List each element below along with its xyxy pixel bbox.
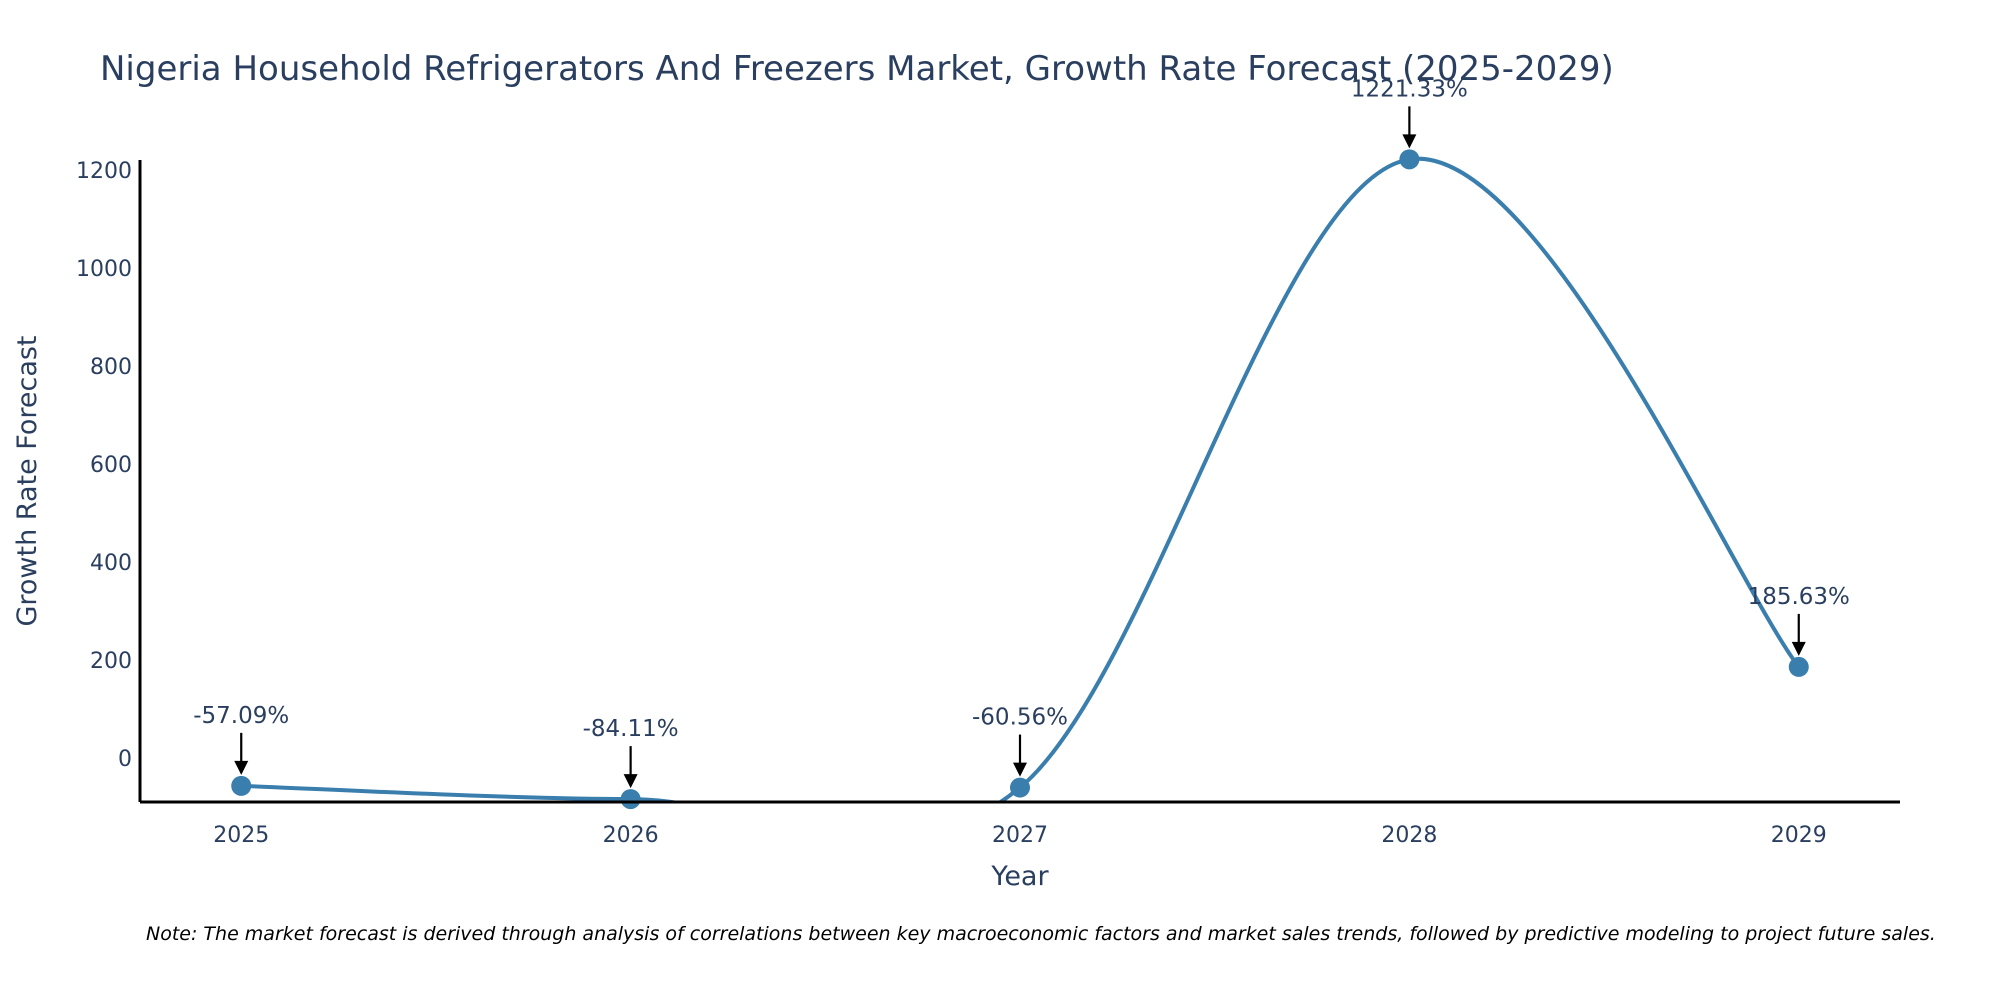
data-point — [620, 789, 641, 810]
forecast-note: Note: The market forecast is derived thr… — [146, 923, 1936, 945]
y-axis-title: Growth Rate Forecast — [12, 335, 43, 626]
y-tick-label: 1000 — [76, 257, 132, 282]
chart-title: Nigeria Household Refrigerators And Free… — [100, 49, 1614, 89]
annotation-arrow-head — [623, 774, 638, 789]
annotation-arrow-head — [1791, 641, 1806, 656]
data-point — [1010, 777, 1030, 798]
x-tick-label: 2027 — [992, 823, 1048, 848]
data-label: -57.09% — [193, 703, 289, 729]
y-tick-label: 800 — [90, 355, 132, 380]
x-tick-label: 2026 — [603, 823, 659, 848]
y-axis-ticks: 0 200 400 600 800 1000 1200 — [76, 159, 132, 772]
data-point — [231, 775, 252, 796]
annotation-arrow-head — [234, 760, 249, 775]
x-axis-title: Year — [990, 861, 1049, 892]
growth-rate-series-line — [239, 156, 1801, 802]
data-point — [1788, 656, 1809, 677]
annotation-arrow-head — [1013, 762, 1027, 777]
data-label: 185.63% — [1748, 584, 1850, 610]
y-tick-label: 600 — [90, 453, 132, 478]
data-label: 1221.33% — [1351, 76, 1468, 102]
y-tick-label: 0 — [118, 747, 132, 772]
x-tick-label: 2028 — [1381, 823, 1437, 848]
data-label: -60.56% — [972, 705, 1068, 731]
y-tick-label: 1200 — [76, 159, 132, 184]
annotation-arrow-head — [1402, 134, 1417, 149]
x-axis-ticks: 2025 2026 2027 2028 2029 — [213, 823, 1827, 848]
data-point — [1399, 149, 1420, 170]
x-tick-label: 2025 — [213, 823, 269, 848]
data-label-annotations: -57.09% -84.11% -60.56% 1221.33% 185.63% — [193, 76, 1850, 789]
y-tick-label: 400 — [90, 551, 132, 576]
data-point-markers — [231, 149, 1809, 810]
x-tick-label: 2029 — [1771, 823, 1827, 848]
data-label: -84.11% — [583, 716, 679, 742]
y-tick-label: 200 — [90, 649, 132, 674]
